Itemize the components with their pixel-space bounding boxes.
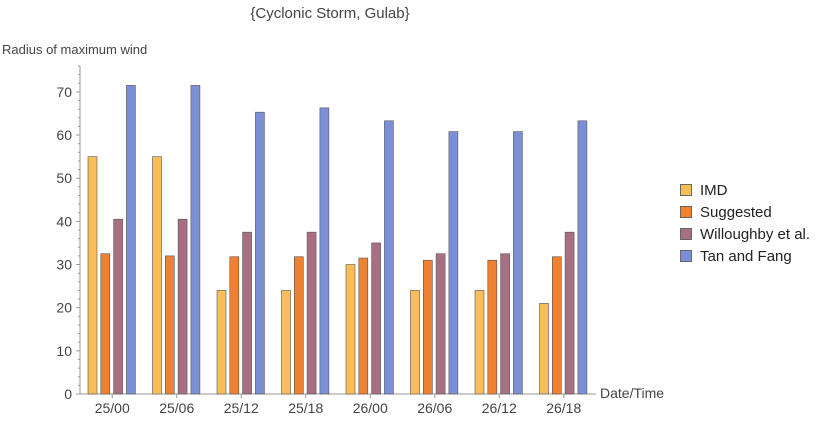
legend-label-imd: IMD [700,181,728,199]
bar-imd-26-06 [410,290,420,395]
legend: IMD Suggested Willoughby et al. Tan and … [680,179,810,267]
legend-item-suggested: Suggested [680,201,810,223]
bar-suggested-26-06 [422,259,433,395]
bar-willoughby-et-al-26-00 [371,242,381,395]
bar-willoughby-et-al-26-06 [435,253,446,395]
y-tick-label: 70 [56,84,72,100]
x-tick-label: 26/00 [353,400,388,416]
x-tick-label: 25/18 [288,400,323,416]
x-ticks: 25/00 25/06 25/12 25/18 26/00 26/06 26/12 26/18 [95,394,581,416]
x-tick-label: 26/18 [546,400,581,416]
bar-tan-and-fang-26-00 [384,120,394,395]
bar-suggested-26-00 [358,257,369,395]
bar-tan-and-fang-26-18 [577,120,588,395]
bar-imd-26-12 [474,290,485,395]
legend-item-willoughby: Willoughby et al. [680,223,810,245]
x-tick-label: 25/00 [95,400,130,416]
bar-willoughby-et-al-25-00 [113,218,123,395]
bar-imd-25-00 [87,156,98,395]
bar-imd-25-18 [281,290,291,395]
bar-tan-and-fang-25-06 [190,85,201,395]
x-tick-label: 26/06 [417,400,452,416]
bar-suggested-26-18 [551,256,562,395]
y-tick-label: 60 [56,127,72,143]
bar-tan-and-fang-25-00 [126,85,136,395]
bars [87,85,588,395]
legend-item-imd: IMD [680,179,810,201]
legend-swatch-tan-fang [680,250,692,262]
bar-tan-and-fang-26-06 [448,131,459,395]
x-tick-label: 25/06 [159,400,194,416]
bar-suggested-25-12 [229,256,240,395]
legend-label-suggested: Suggested [700,203,772,221]
y-tick-label: 10 [56,343,72,359]
bar-imd-25-06 [152,156,162,395]
legend-swatch-suggested [680,206,692,218]
y-tick-label: 20 [56,300,72,316]
bar-tan-and-fang-25-12 [255,111,265,395]
bar-tan-and-fang-25-18 [319,107,330,395]
x-tick-label: 26/12 [482,400,517,416]
legend-label-tan-fang: Tan and Fang [700,247,792,265]
y-tick-label: 30 [56,257,72,273]
legend-label-willoughby: Willoughby et al. [700,225,811,243]
bar-imd-26-00 [345,264,356,395]
y-axis-label: Radius of maximum wind [2,42,147,57]
bar-imd-25-12 [216,290,227,395]
bar-suggested-26-12 [487,259,498,395]
bar-suggested-25-18 [293,256,304,395]
bar-willoughby-et-al-26-12 [500,253,510,395]
bar-willoughby-et-al-25-06 [177,218,188,395]
y-ticks: 0 10 20 30 40 50 60 70 [56,65,80,402]
y-tick-label: 0 [64,386,72,402]
y-tick-label: 50 [56,170,72,186]
legend-swatch-imd [680,184,692,196]
x-axis-label: Date/Time [600,385,664,401]
chart-title: {Cyclonic Storm, Gulab} [250,5,410,22]
bar-tan-and-fang-26-12 [513,131,523,395]
x-tick-label: 25/12 [224,400,259,416]
bar-willoughby-et-al-25-18 [306,231,317,395]
bar-willoughby-et-al-25-12 [242,231,252,395]
bar-suggested-25-06 [165,255,175,395]
bar-imd-26-18 [539,303,549,395]
bar-willoughby-et-al-26-18 [564,231,575,395]
bar-suggested-25-00 [100,253,111,395]
legend-swatch-willoughby [680,228,692,240]
y-tick-label: 40 [56,213,72,229]
legend-item-tan-fang: Tan and Fang [680,245,810,267]
